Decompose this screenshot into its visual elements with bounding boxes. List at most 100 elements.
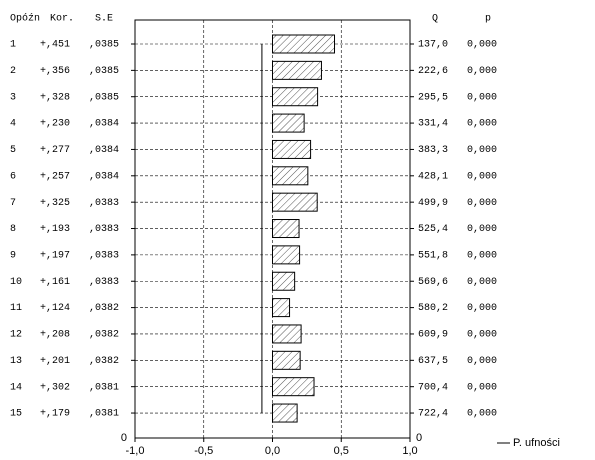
bar: [272, 34, 336, 54]
value-label: +,257: [40, 171, 70, 182]
x-tick-label: 0,5: [334, 445, 349, 457]
value-label: +,356: [40, 66, 70, 77]
q: 331,4: [418, 119, 448, 130]
header: Kor.: [50, 14, 74, 25]
p: 0,000: [467, 277, 497, 288]
value-label: +,230: [40, 119, 70, 130]
p: 0,000: [467, 198, 497, 209]
value-label: +,277: [40, 145, 70, 156]
value-label: +,179: [40, 409, 70, 420]
q: 295,5: [418, 92, 448, 103]
se: ,0384: [89, 171, 119, 182]
lag: 3: [10, 92, 16, 103]
se: ,0383: [89, 198, 119, 209]
se: ,0383: [89, 224, 119, 235]
q: 383,3: [418, 145, 448, 156]
bar: [272, 245, 301, 265]
plot-frame: [134, 19, 411, 439]
bar: [272, 403, 298, 423]
lag: 14: [10, 382, 22, 393]
se: ,0383: [89, 251, 119, 262]
x-tick-label: -0,5: [194, 445, 213, 457]
header: p: [485, 14, 491, 25]
x-tick-label: -1,0: [126, 445, 145, 457]
q: 525,4: [418, 224, 448, 235]
lag: 9: [10, 251, 16, 262]
p: 0,000: [467, 145, 497, 156]
q: 428,1: [418, 171, 448, 182]
se: ,0382: [89, 356, 119, 367]
p: 0,000: [467, 40, 497, 51]
lag: 13: [10, 356, 22, 367]
q: 551,8: [418, 251, 448, 262]
x-tick-label: 0,0: [265, 445, 280, 457]
q: 609,9: [418, 330, 448, 341]
header: Q: [432, 14, 438, 25]
lag: 7: [10, 198, 16, 209]
value-label: +,161: [40, 277, 70, 288]
se: ,0382: [89, 303, 119, 314]
bar: [272, 87, 319, 107]
q: 637,5: [418, 356, 448, 367]
bar: [272, 192, 318, 212]
bar: [272, 271, 296, 291]
lag: 1: [10, 40, 16, 51]
lag: 5: [10, 145, 16, 156]
value-label: +,325: [40, 198, 70, 209]
lag: 11: [10, 303, 22, 314]
value-label: +,302: [40, 382, 70, 393]
bar: [272, 377, 315, 397]
lag: 6: [10, 171, 16, 182]
lag: 4: [10, 119, 16, 130]
se: ,0385: [89, 40, 119, 51]
se: ,0384: [89, 119, 119, 130]
se: ,0381: [89, 409, 119, 420]
value-label: +,451: [40, 40, 70, 51]
q: 580,2: [418, 303, 448, 314]
bar: [272, 298, 291, 318]
p: 0,000: [467, 171, 497, 182]
p: 0,000: [467, 303, 497, 314]
p: 0,000: [467, 66, 497, 77]
se: ,0383: [89, 277, 119, 288]
p: 0,000: [467, 119, 497, 130]
p: 0,000: [467, 382, 497, 393]
p: 0,000: [467, 330, 497, 341]
p: 0,000: [467, 409, 497, 420]
p: 0,000: [467, 251, 497, 262]
bar: [272, 324, 302, 344]
header: S.E: [95, 14, 113, 25]
x-tick-label: 1,0: [402, 445, 417, 457]
value-label: +,208: [40, 330, 70, 341]
value-label: +,193: [40, 224, 70, 235]
y-axis-label: 0: [416, 432, 422, 444]
lag: 8: [10, 224, 16, 235]
q: 222,6: [418, 66, 448, 77]
header: Opóźn: [10, 13, 40, 25]
q: 700,4: [418, 382, 448, 393]
p: 0,000: [467, 356, 497, 367]
q: 569,6: [418, 277, 448, 288]
se: ,0381: [89, 382, 119, 393]
lag: 10: [10, 277, 22, 288]
value-label: +,201: [40, 356, 70, 367]
legend-label: P. ufności: [513, 437, 560, 449]
q: 137,0: [418, 40, 448, 51]
y-axis-label: 0: [121, 432, 127, 444]
se: ,0385: [89, 92, 119, 103]
q: 722,4: [418, 409, 448, 420]
se: ,0382: [89, 330, 119, 341]
bar: [272, 350, 301, 370]
p: 0,000: [467, 224, 497, 235]
bar: [272, 139, 312, 159]
q: 499,9: [418, 198, 448, 209]
bar: [272, 166, 309, 186]
p: 0,000: [467, 92, 497, 103]
lag: 2: [10, 66, 16, 77]
se: ,0384: [89, 145, 119, 156]
value-label: +,124: [40, 303, 70, 314]
bar: [272, 219, 300, 239]
se: ,0385: [89, 66, 119, 77]
lag: 12: [10, 330, 22, 341]
